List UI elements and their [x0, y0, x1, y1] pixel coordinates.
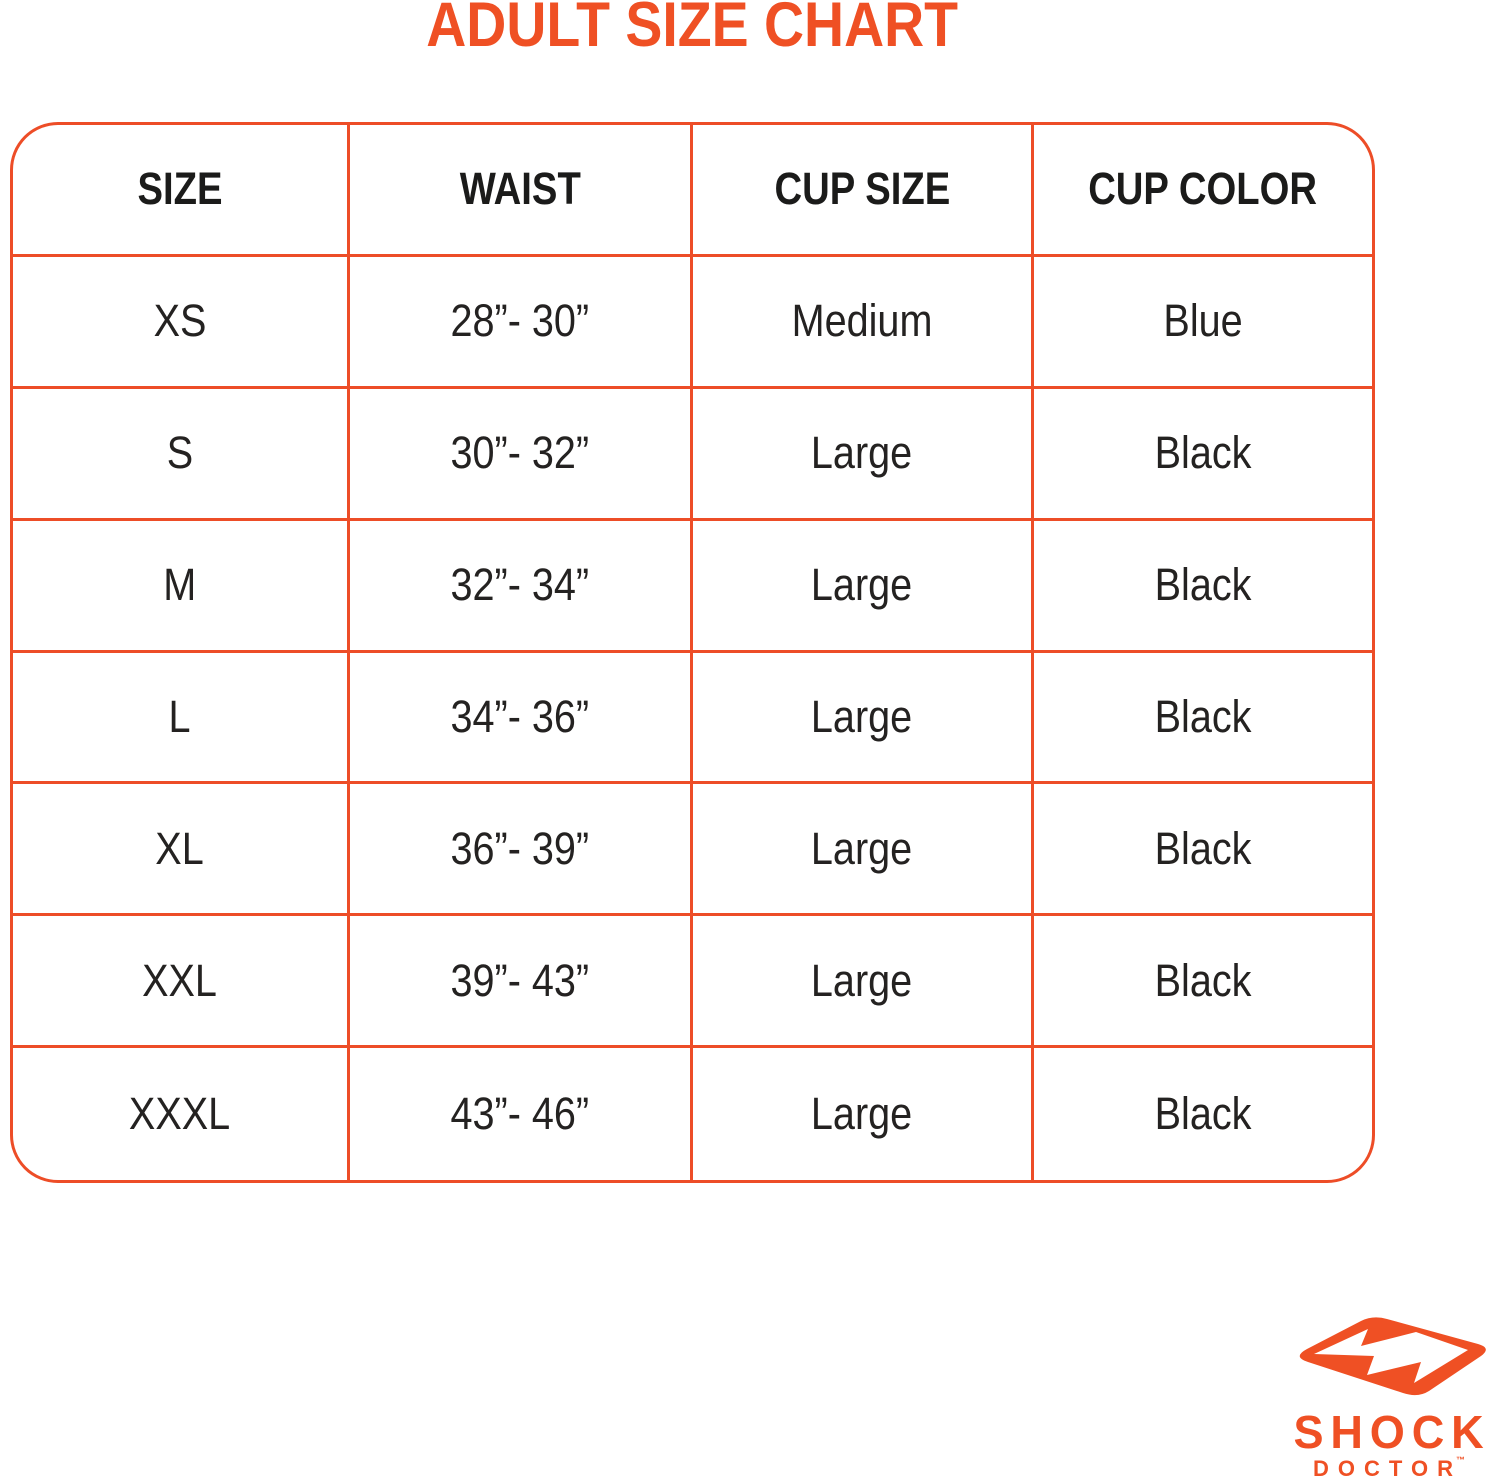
row5-size-value: XXL — [142, 954, 218, 1006]
column-header-waist-label: WAIST — [459, 163, 581, 215]
row0-size-value: XS — [153, 295, 207, 347]
page-title: ADULT SIZE CHART — [10, 0, 1375, 57]
row5-size-cell: XXL — [13, 916, 350, 1049]
row3-size-value: L — [168, 690, 192, 742]
row4-cup-size-cell: Large — [693, 784, 1034, 917]
column-header-waist: WAIST — [350, 125, 693, 257]
row5-cup-size-value: Large — [811, 954, 913, 1006]
shock-doctor-logo: SHOCK DOCTOR™ — [1288, 1310, 1496, 1480]
row1-size-value: S — [166, 427, 194, 479]
logo-brand-doctor: DOCTOR™ — [1288, 1455, 1496, 1481]
row5-cup-color-value: Black — [1154, 954, 1252, 1006]
row0-waist-cell: 28”- 30” — [350, 256, 693, 389]
row4-cup-color-cell: Black — [1034, 784, 1372, 917]
row4-waist-cell: 36”- 39” — [350, 784, 693, 917]
row6-waist-value: 43”- 46” — [450, 1088, 590, 1140]
row1-cup-color-cell: Black — [1034, 389, 1372, 521]
row3-cup-color-cell: Black — [1034, 653, 1372, 785]
row2-size-value: M — [163, 559, 197, 611]
row2-waist-value: 32”- 34” — [450, 559, 590, 611]
row1-size-cell: S — [13, 388, 350, 521]
row2-cup-color-cell: Black — [1034, 521, 1372, 653]
column-header-cup-color-label: CUP COLOR — [1088, 163, 1318, 215]
row6-cup-size-value: Large — [811, 1088, 913, 1140]
column-header-cup-size-label: CUP SIZE — [774, 163, 950, 215]
row1-waist-cell: 30”- 32” — [350, 388, 693, 521]
row5-cup-color-cell: Black — [1034, 916, 1372, 1049]
row3-cup-size-cell: Large — [693, 652, 1034, 785]
row4-size-value: XL — [155, 822, 205, 874]
row3-waist-value: 34”- 36” — [450, 690, 590, 742]
column-header-size-label: SIZE — [137, 163, 223, 215]
column-header-size: SIZE — [13, 125, 350, 257]
trademark-symbol: ™ — [1455, 1455, 1465, 1465]
page-title-text: ADULT SIZE CHART — [426, 0, 959, 60]
row0-cup-color-cell: Blue — [1034, 257, 1372, 389]
row3-cup-size-value: Large — [811, 690, 913, 742]
row6-cup-color-value: Black — [1154, 1088, 1252, 1140]
row6-cup-color-cell: Black — [1034, 1048, 1372, 1180]
row0-cup-size-cell: Medium — [693, 256, 1034, 389]
row3-waist-cell: 34”- 36” — [350, 652, 693, 785]
row4-waist-value: 36”- 39” — [450, 822, 590, 874]
row0-cup-color-value: Blue — [1163, 295, 1243, 347]
column-header-cup-size: CUP SIZE — [693, 125, 1034, 257]
row5-waist-cell: 39”- 43” — [350, 916, 693, 1049]
adult-size-chart-table: SIZE WAIST CUP SIZE CUP COLOR XS 28”- 30… — [10, 122, 1375, 1183]
column-header-cup-color: CUP COLOR — [1034, 125, 1372, 257]
row0-size-cell: XS — [13, 256, 350, 389]
row3-size-cell: L — [13, 652, 350, 785]
row6-cup-size-cell: Large — [693, 1048, 1034, 1180]
row0-cup-size-value: Medium — [791, 295, 933, 347]
row2-size-cell: M — [13, 520, 350, 653]
row4-cup-color-value: Black — [1154, 822, 1252, 874]
row1-cup-size-cell: Large — [693, 388, 1034, 521]
row5-waist-value: 39”- 43” — [450, 954, 590, 1006]
row2-waist-cell: 32”- 34” — [350, 520, 693, 653]
row6-size-cell: XXXL — [13, 1048, 350, 1180]
logo-brand-shock: SHOCK — [1293, 1406, 1491, 1458]
lightning-bolt-diamond-icon — [1299, 1317, 1486, 1396]
row4-cup-size-value: Large — [811, 822, 913, 874]
row2-cup-color-value: Black — [1154, 559, 1252, 611]
row6-waist-cell: 43”- 46” — [350, 1048, 693, 1180]
row1-cup-size-value: Large — [811, 427, 913, 479]
row2-cup-size-value: Large — [811, 559, 913, 611]
row1-waist-value: 30”- 32” — [450, 427, 590, 479]
row0-waist-value: 28”- 30” — [450, 295, 590, 347]
logo-brand-doctor-text: DOCTOR — [1313, 1456, 1462, 1481]
row4-size-cell: XL — [13, 784, 350, 917]
row5-cup-size-cell: Large — [693, 916, 1034, 1049]
row1-cup-color-value: Black — [1154, 427, 1252, 479]
row3-cup-color-value: Black — [1154, 690, 1252, 742]
row2-cup-size-cell: Large — [693, 520, 1034, 653]
row6-size-value: XXXL — [129, 1088, 231, 1140]
